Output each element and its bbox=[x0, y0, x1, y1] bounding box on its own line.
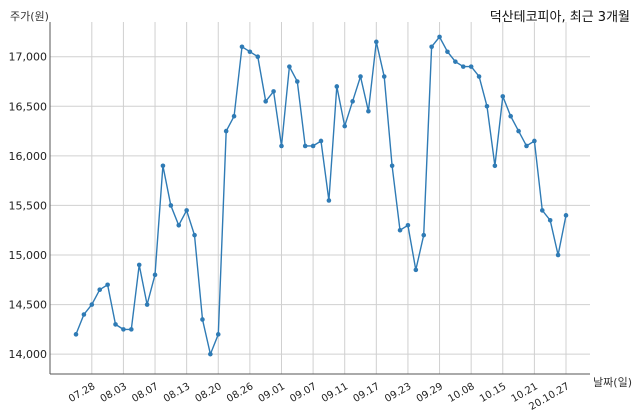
data-point bbox=[136, 262, 142, 268]
x-tick-label: 10.15 bbox=[478, 381, 508, 405]
data-point bbox=[468, 64, 474, 69]
y-tick-label: 17,000 bbox=[9, 51, 48, 64]
data-point bbox=[279, 143, 284, 149]
data-point bbox=[184, 208, 189, 213]
data-point bbox=[374, 39, 379, 45]
data-point bbox=[152, 272, 158, 278]
x-tick-label: 08.13 bbox=[162, 381, 192, 405]
data-point bbox=[73, 332, 79, 337]
data-point bbox=[342, 123, 348, 129]
data-point bbox=[492, 163, 498, 169]
x-tick-label: 08.07 bbox=[130, 381, 160, 405]
data-point bbox=[318, 138, 324, 144]
data-point bbox=[231, 113, 237, 119]
data-point bbox=[113, 322, 118, 327]
data-point bbox=[105, 282, 110, 288]
data-point bbox=[160, 163, 166, 169]
data-point bbox=[239, 44, 245, 50]
data-point bbox=[247, 49, 253, 55]
data-point bbox=[429, 44, 434, 50]
chart-title: 덕산테코피아, 최근 3개월 bbox=[489, 10, 630, 25]
data-point bbox=[453, 59, 458, 64]
data-point bbox=[294, 79, 300, 84]
x-tick-label: 09.01 bbox=[257, 381, 287, 405]
data-point bbox=[413, 267, 419, 273]
y-tick-label: 14,000 bbox=[9, 348, 48, 361]
data-point bbox=[208, 351, 213, 357]
data-point bbox=[476, 74, 482, 79]
y-tick-label: 15,000 bbox=[9, 249, 48, 262]
data-point bbox=[326, 198, 332, 203]
data-point bbox=[129, 327, 134, 332]
data-point bbox=[215, 332, 221, 337]
data-point bbox=[97, 287, 103, 293]
x-axis-label: 날짜(일) bbox=[593, 376, 632, 389]
data-point bbox=[223, 128, 229, 134]
data-point bbox=[200, 317, 205, 322]
data-point bbox=[381, 74, 387, 79]
x-tick-label: 09.23 bbox=[383, 381, 413, 405]
data-point bbox=[421, 232, 427, 238]
y-tick-label: 14,500 bbox=[9, 299, 48, 312]
data-point bbox=[460, 64, 466, 69]
data-point bbox=[310, 143, 316, 149]
data-point bbox=[555, 252, 561, 258]
data-point bbox=[405, 222, 411, 228]
data-point bbox=[500, 94, 506, 99]
x-tick-label: 10.08 bbox=[446, 381, 476, 405]
data-point bbox=[89, 302, 95, 307]
data-point bbox=[524, 143, 529, 149]
data-point bbox=[516, 128, 521, 134]
data-point bbox=[508, 113, 513, 119]
data-point bbox=[302, 143, 308, 149]
data-point bbox=[121, 327, 126, 332]
x-tick-label: 09.29 bbox=[415, 381, 445, 405]
y-axis-label: 주가(원) bbox=[10, 10, 49, 23]
x-tick-label: 08.26 bbox=[225, 381, 255, 405]
price-line bbox=[75, 35, 567, 357]
data-point bbox=[389, 163, 395, 169]
y-tick-label: 15,500 bbox=[9, 199, 48, 212]
x-tick-label: 08.03 bbox=[99, 381, 129, 405]
data-point bbox=[366, 108, 371, 114]
data-point bbox=[144, 302, 150, 307]
y-tick-label: 16,000 bbox=[9, 150, 48, 163]
data-point bbox=[287, 64, 292, 69]
data-point bbox=[334, 84, 340, 89]
data-point bbox=[484, 103, 490, 109]
data-point bbox=[192, 232, 197, 238]
data-point bbox=[397, 227, 403, 233]
data-point bbox=[539, 208, 545, 213]
y-tick-label: 16,500 bbox=[9, 100, 48, 113]
data-point bbox=[176, 222, 182, 228]
data-point bbox=[563, 213, 569, 218]
data-point bbox=[255, 54, 261, 60]
x-tick-label: 07.28 bbox=[67, 381, 97, 405]
x-tick-label: 09.07 bbox=[288, 381, 318, 405]
data-point bbox=[271, 89, 276, 94]
data-point bbox=[263, 99, 268, 104]
data-point bbox=[81, 312, 87, 317]
data-point bbox=[168, 203, 174, 208]
x-tick-label: 08.20 bbox=[193, 381, 223, 405]
x-tick-label: 09.11 bbox=[320, 381, 350, 405]
data-point bbox=[358, 74, 363, 79]
data-point bbox=[437, 34, 442, 40]
data-point bbox=[547, 218, 553, 223]
data-point bbox=[532, 138, 537, 144]
data-point bbox=[445, 49, 450, 55]
data-point bbox=[350, 99, 355, 104]
x-tick-label: 09.17 bbox=[352, 381, 382, 405]
